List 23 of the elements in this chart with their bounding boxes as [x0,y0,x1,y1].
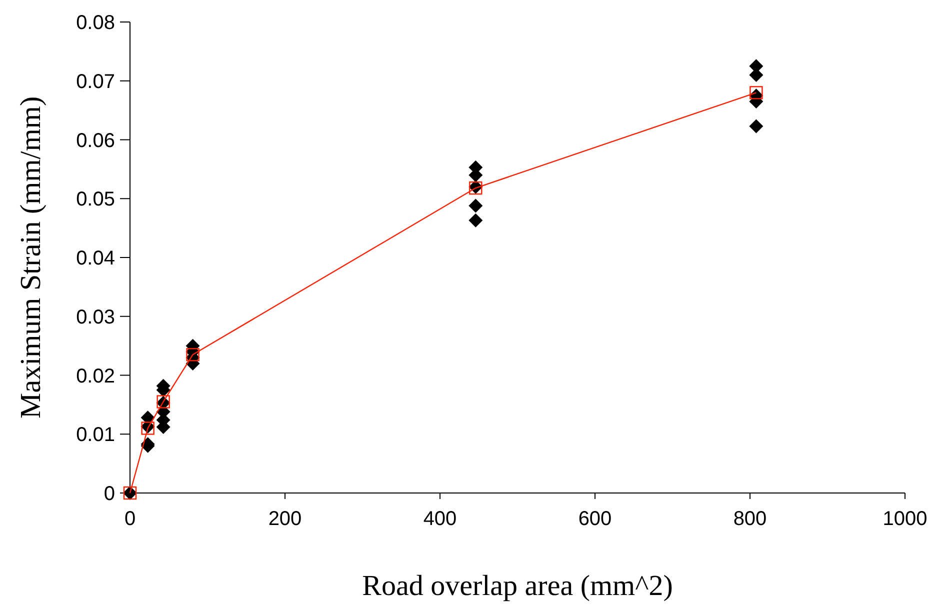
y-tick-label: 0.06 [76,130,115,152]
y-tick-label: 0.02 [76,365,115,388]
y-axis-title: Maximum Strain (mm/mm) [15,96,47,419]
point [750,86,763,100]
x-tick-label: 200 [268,508,302,530]
y-tick-label: 0.04 [76,248,115,270]
y-tick-label: 0 [104,483,115,505]
y-tick-label: 0.07 [76,70,115,93]
x-tick-label: 1000 [882,508,928,530]
point [186,348,200,362]
y-tick-label: 0.05 [76,188,115,211]
point [141,422,154,435]
point [468,198,483,213]
y-tick-label: 0.01 [76,424,115,446]
x-tick-label: 400 [423,508,457,530]
y-tick-label: 0.08 [76,12,115,34]
x-tick-label: 0 [124,508,136,530]
y-tick-label: 0.03 [76,306,115,328]
x-tick-label: 600 [578,508,612,530]
point [468,213,483,228]
x-axis-title: Road overlap area (mm^2) [362,570,673,602]
point [749,119,764,134]
x-tick-label: 800 [733,508,767,530]
